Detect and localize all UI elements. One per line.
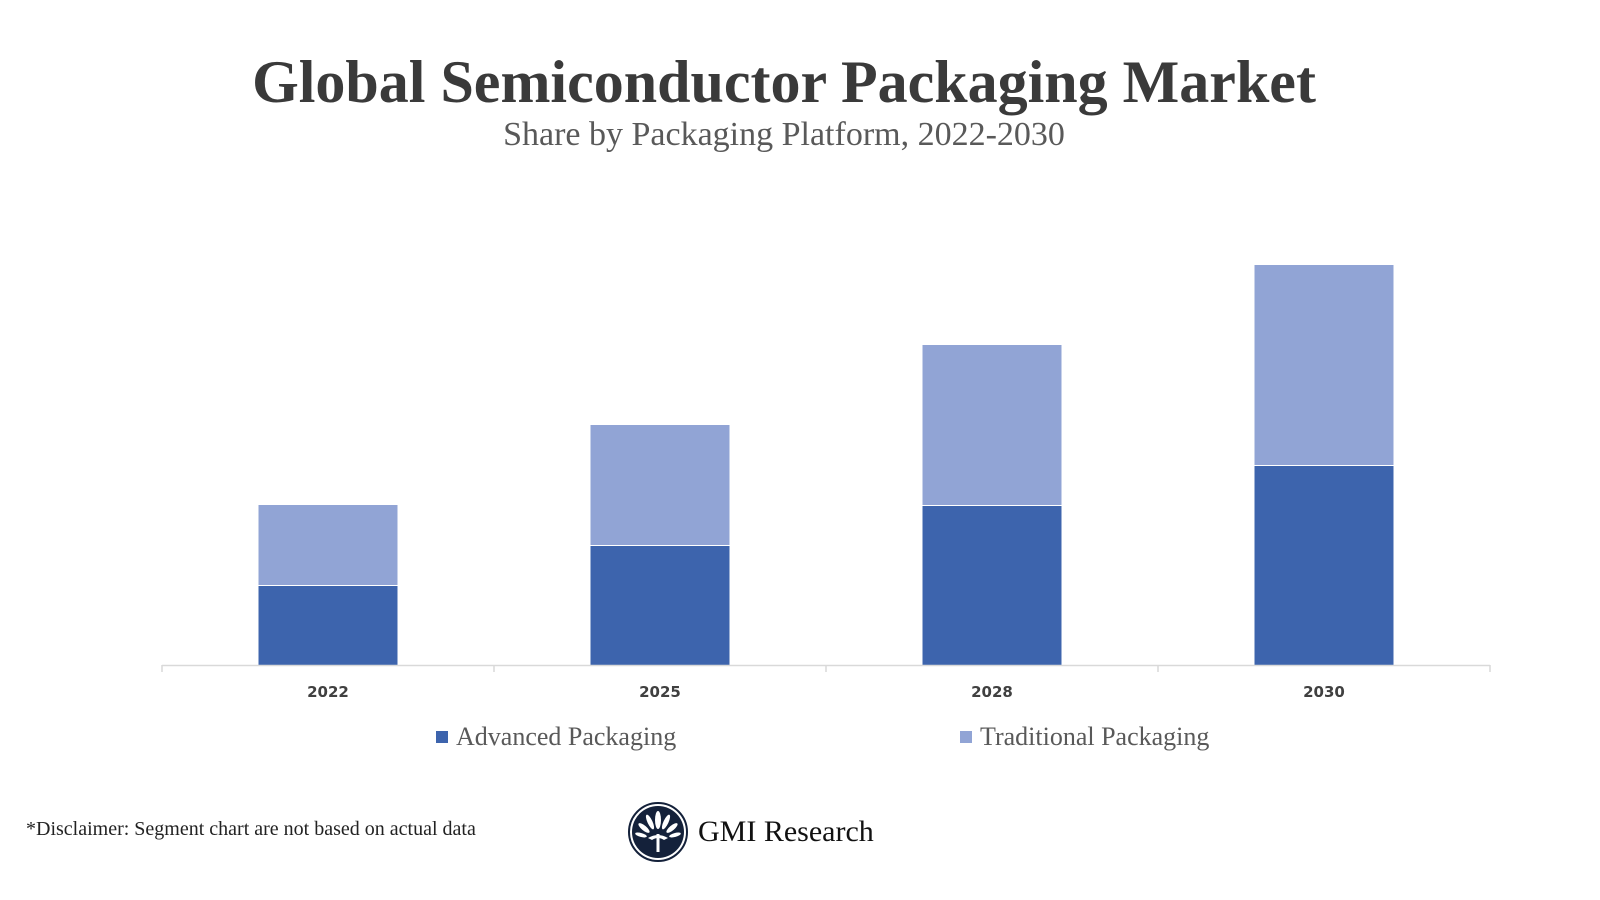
x-tick-label: 2028 — [971, 683, 1013, 701]
x-tick-label: 2025 — [639, 683, 681, 701]
legend-swatch-advanced — [436, 731, 448, 743]
logo: GMI Research — [628, 802, 874, 862]
logo-fan-icon — [628, 802, 688, 862]
legend-label: Advanced Packaging — [456, 722, 677, 751]
bar-traditional-2028 — [922, 345, 1062, 505]
legend-swatch-traditional — [960, 731, 972, 743]
bar-traditional-2022 — [258, 505, 398, 585]
legend-item-traditional: Traditional Packaging — [960, 722, 1209, 752]
bar-advanced-2028 — [922, 505, 1062, 665]
chart-subtitle: Share by Packaging Platform, 2022-2030 — [503, 116, 1065, 153]
disclaimer: *Disclaimer: Segment chart are not based… — [26, 818, 476, 840]
x-tick-label: 2030 — [1303, 683, 1345, 701]
legend-item-advanced: Advanced Packaging — [436, 722, 676, 752]
bar-traditional-2025 — [590, 425, 730, 545]
legend-label: Traditional Packaging — [980, 722, 1210, 751]
bar-advanced-2025 — [590, 545, 730, 665]
x-tick-label: 2022 — [307, 683, 349, 701]
logo-text: GMI Research — [698, 815, 874, 848]
bar-chart: 2022 2025 2028 2030 — [161, 265, 1491, 701]
chart-title: Global Semiconductor Packaging Market — [252, 49, 1316, 115]
bar-advanced-2022 — [258, 585, 398, 665]
bar-traditional-2030 — [1254, 265, 1394, 465]
bar-advanced-2030 — [1254, 465, 1394, 665]
